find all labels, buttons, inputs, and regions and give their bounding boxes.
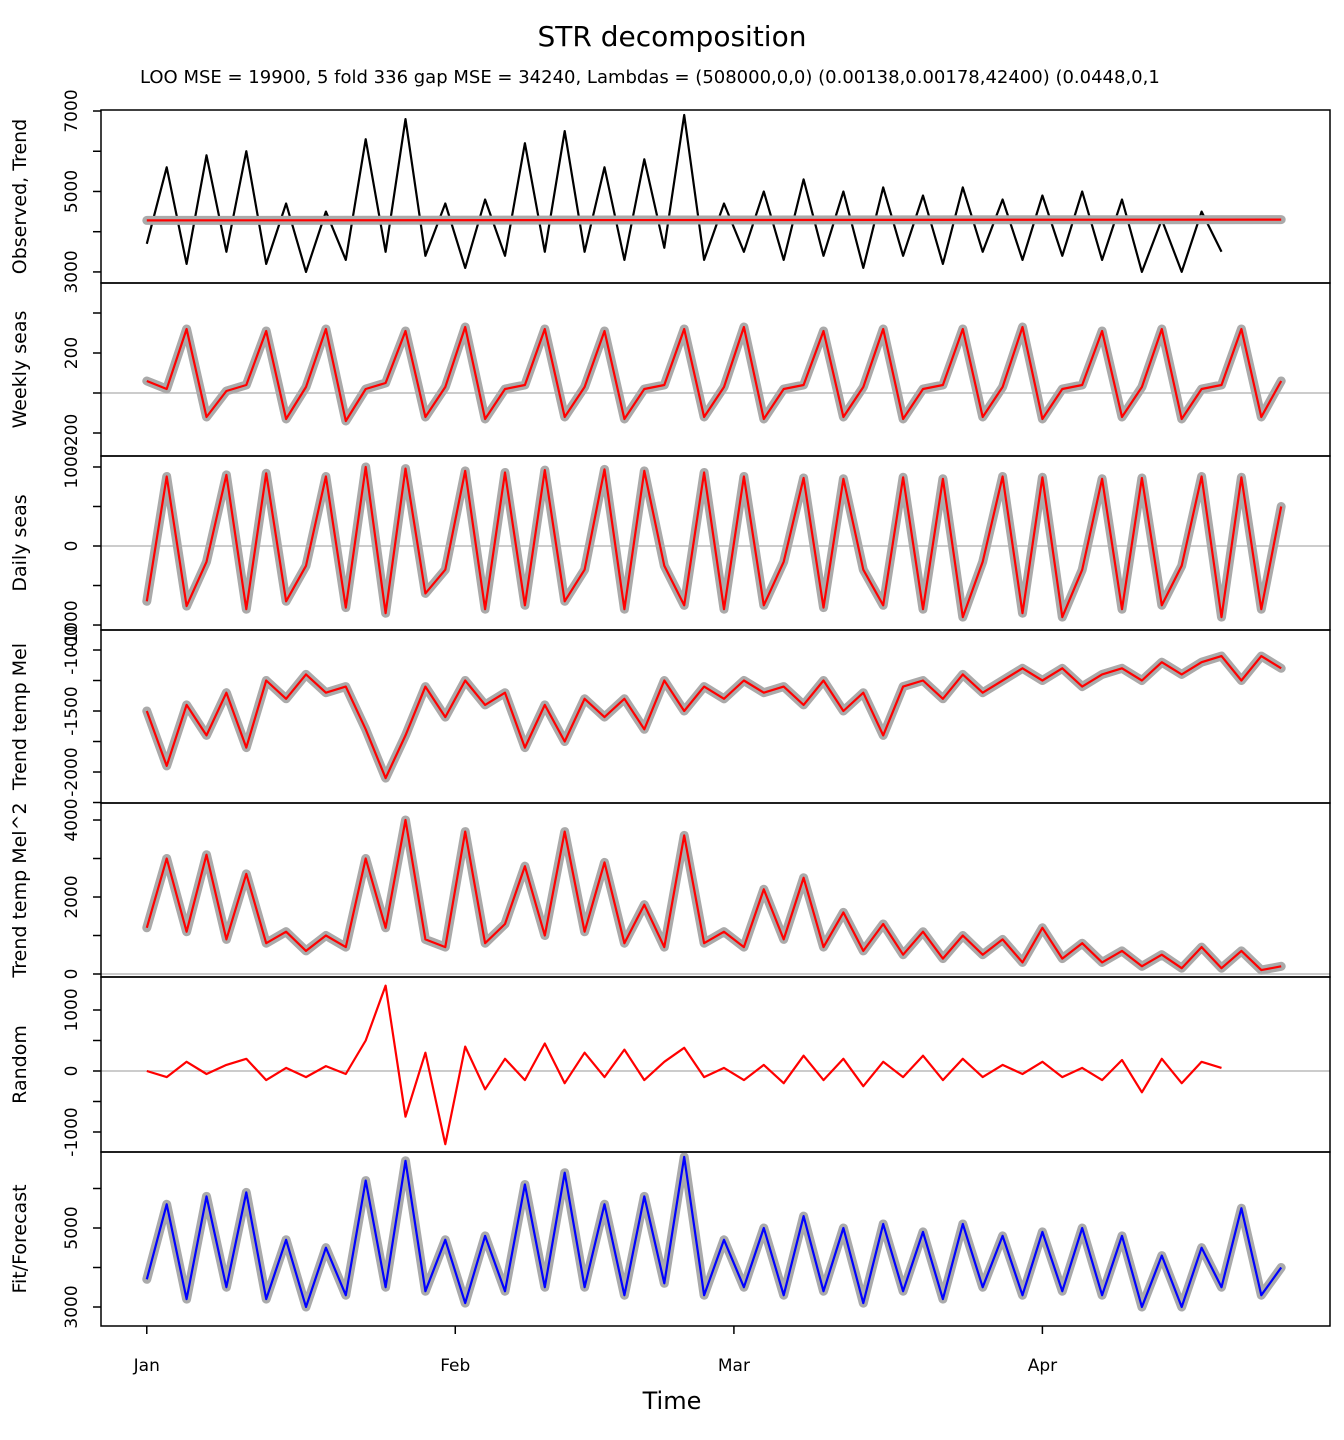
- chart-title: STR decomposition: [538, 20, 807, 53]
- series-line: [145, 465, 1283, 619]
- y-tick-label: -1000: [62, 1107, 82, 1156]
- y-tick-label: -1000: [62, 600, 82, 649]
- y-tick-label: -1000: [62, 625, 82, 674]
- x-tick-label: Mar: [718, 1356, 750, 1376]
- y-axis-label: Trend temp Mel^2: [9, 802, 31, 978]
- y-tick-label: 1000: [62, 988, 82, 1031]
- y-tick-label: 0: [62, 1066, 82, 1077]
- y-tick-label: 3000: [62, 1285, 82, 1328]
- panel-frame: [100, 976, 1331, 1153]
- series-line: [145, 655, 1282, 780]
- panel-frame: [100, 629, 1331, 804]
- y-tick-label: 200: [62, 337, 82, 369]
- y-tick-label: 0: [62, 969, 82, 980]
- y-tick-label: 4000: [62, 798, 82, 841]
- confidence-band: [142, 815, 1286, 975]
- confidence-band: [142, 1152, 1286, 1312]
- y-tick-label: 2000: [62, 875, 82, 918]
- y-axis-label: Trend temp Mel: [9, 643, 31, 791]
- y-tick-label: 0: [62, 541, 82, 552]
- chart-subtitle: LOO MSE = 19900, 5 fold 336 gap MSE = 34…: [140, 67, 1160, 88]
- panel-frame: [100, 109, 1331, 284]
- y-tick-label: 1000: [62, 445, 82, 488]
- confidence-band: [142, 651, 1286, 783]
- y-tick-label: 7000: [62, 89, 82, 132]
- y-axis-label: Fit/Forecast: [9, 1184, 31, 1293]
- y-tick-label: -2000: [62, 747, 82, 796]
- x-tick-label: Feb: [440, 1356, 470, 1376]
- y-tick-label: 5000: [62, 1206, 82, 1249]
- panel-frame: [100, 1151, 1331, 1327]
- y-axis-label: Random: [9, 1025, 31, 1104]
- series-line: [146, 218, 1282, 222]
- x-tick-label: Apr: [1028, 1356, 1057, 1376]
- panel-frame: [100, 802, 1331, 978]
- series-line: [145, 818, 1282, 972]
- x-axis-label: Time: [642, 1387, 702, 1415]
- series-line: [146, 984, 1222, 1146]
- series-line: [146, 325, 1283, 423]
- y-tick-label: -200: [62, 414, 82, 453]
- series-line: [145, 113, 1223, 273]
- x-tick-label: Jan: [133, 1356, 160, 1376]
- y-tick-label: -1500: [62, 686, 82, 735]
- series-line: [145, 1155, 1283, 1309]
- y-axis-label: Daily seas: [9, 494, 31, 591]
- y-tick-label: 5000: [62, 170, 82, 213]
- y-tick-label: 3000: [62, 250, 82, 293]
- y-axis-label: Observed, Trend: [9, 119, 31, 275]
- y-axis-label: Weekly seas: [9, 311, 31, 429]
